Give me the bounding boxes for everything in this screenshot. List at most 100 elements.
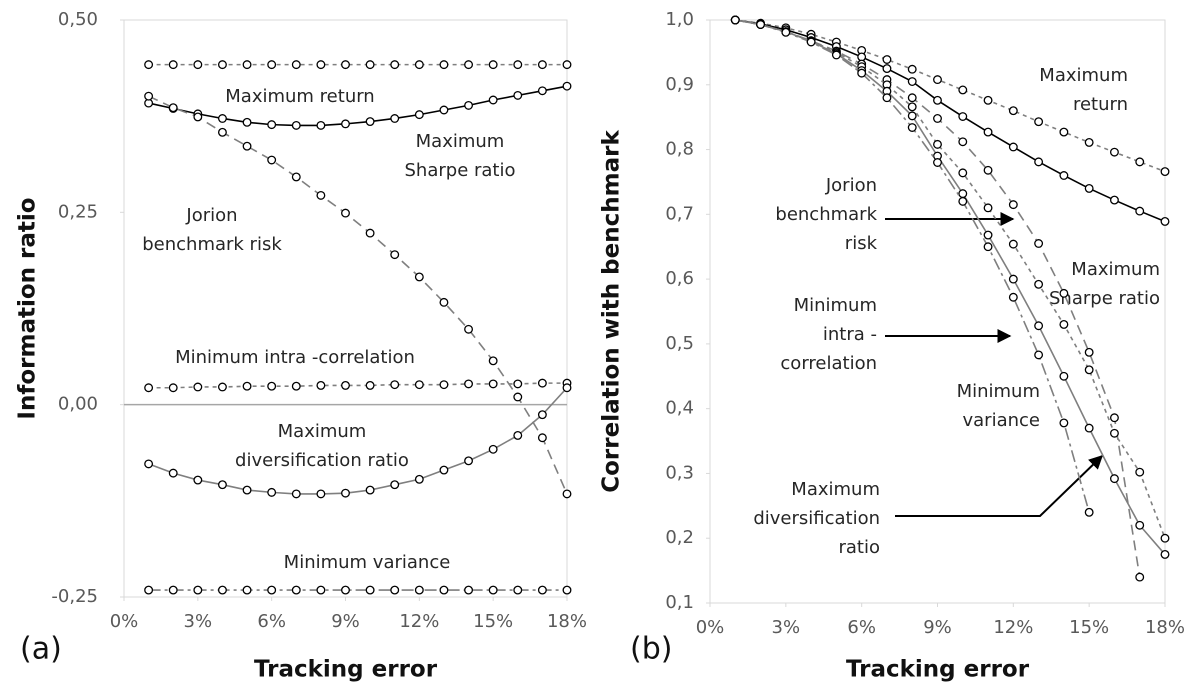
point — [958, 137, 968, 147]
point — [537, 410, 547, 420]
point — [488, 95, 498, 105]
point — [217, 114, 227, 123]
annotation: Sharpe ratio — [1049, 288, 1160, 309]
point — [831, 50, 841, 60]
point — [168, 468, 178, 478]
point — [933, 139, 942, 149]
point — [242, 60, 252, 70]
point — [217, 127, 227, 137]
point — [316, 190, 326, 200]
point — [513, 392, 523, 402]
point — [390, 250, 400, 260]
point — [1059, 288, 1069, 298]
point — [144, 383, 154, 393]
point — [242, 141, 252, 151]
point — [242, 117, 252, 127]
point — [1135, 206, 1145, 216]
point — [242, 585, 252, 595]
point — [958, 112, 968, 121]
annotation: Jorion — [825, 175, 877, 196]
point — [390, 480, 400, 490]
point — [882, 55, 892, 64]
point — [316, 60, 326, 70]
point — [1034, 117, 1044, 127]
point — [217, 60, 227, 70]
point — [464, 585, 474, 595]
x-tick-label: 18% — [547, 611, 587, 632]
point — [464, 100, 474, 110]
point — [168, 103, 178, 113]
point — [1135, 157, 1145, 167]
point — [316, 489, 326, 499]
point — [958, 196, 968, 206]
annotation: Maximum — [416, 131, 505, 152]
x-tick-label: 9% — [923, 617, 952, 638]
point — [983, 203, 993, 213]
point — [464, 379, 474, 389]
point — [414, 474, 424, 484]
point — [562, 585, 572, 595]
y-tick-label: 0,3 — [665, 462, 694, 483]
point — [464, 456, 474, 466]
point — [217, 382, 227, 392]
point — [1109, 413, 1119, 423]
point — [414, 60, 424, 70]
point — [562, 60, 572, 70]
point — [537, 433, 547, 443]
point — [365, 117, 375, 127]
point — [439, 585, 449, 595]
point — [1160, 217, 1170, 226]
point — [168, 585, 178, 595]
y-axis-title: Correlation with benchmark — [599, 130, 625, 493]
arrow — [895, 455, 1104, 517]
y-tick-label: 0,7 — [665, 203, 694, 224]
point — [464, 60, 474, 70]
point — [341, 119, 350, 129]
point — [488, 585, 498, 595]
point — [439, 380, 449, 390]
point — [242, 381, 252, 391]
annotation: Sharpe ratio — [405, 160, 516, 181]
y-tick-label: 0,50 — [58, 9, 98, 30]
point — [193, 60, 203, 70]
y-tick-label: 0,2 — [665, 527, 694, 548]
point — [193, 475, 203, 485]
point — [267, 155, 277, 165]
point — [958, 189, 968, 199]
point — [1034, 350, 1044, 360]
point — [958, 168, 968, 178]
annotation: Maximum — [791, 479, 880, 500]
y-tick-label: 0,6 — [665, 268, 694, 289]
point — [562, 489, 572, 499]
point — [291, 172, 301, 182]
point — [907, 111, 917, 121]
point — [1034, 279, 1044, 289]
y-tick-label: -0,25 — [51, 586, 98, 607]
y-tick-label: 0,8 — [665, 139, 694, 160]
annotation: variance — [963, 410, 1041, 431]
point — [144, 60, 154, 70]
point — [414, 272, 424, 282]
y-tick-label: 0,9 — [665, 74, 694, 95]
x-tick-label: 3% — [184, 611, 213, 632]
point — [1084, 423, 1094, 433]
y-tick-label: 0,4 — [665, 398, 694, 419]
point — [267, 60, 277, 70]
annotation: risk — [845, 233, 878, 254]
point — [1135, 520, 1145, 530]
annotation: benchmark — [775, 204, 877, 225]
point — [267, 381, 277, 391]
point — [193, 112, 203, 122]
point — [217, 585, 227, 595]
point — [464, 324, 474, 334]
point — [365, 60, 375, 70]
point — [316, 585, 326, 595]
point — [1008, 292, 1018, 302]
point — [537, 585, 547, 595]
x-axis-title: Tracking error — [254, 657, 438, 683]
point — [439, 465, 449, 475]
x-axis-title: Tracking error — [846, 657, 1030, 683]
point — [341, 208, 350, 218]
point — [390, 114, 400, 123]
arrows — [885, 212, 1104, 517]
